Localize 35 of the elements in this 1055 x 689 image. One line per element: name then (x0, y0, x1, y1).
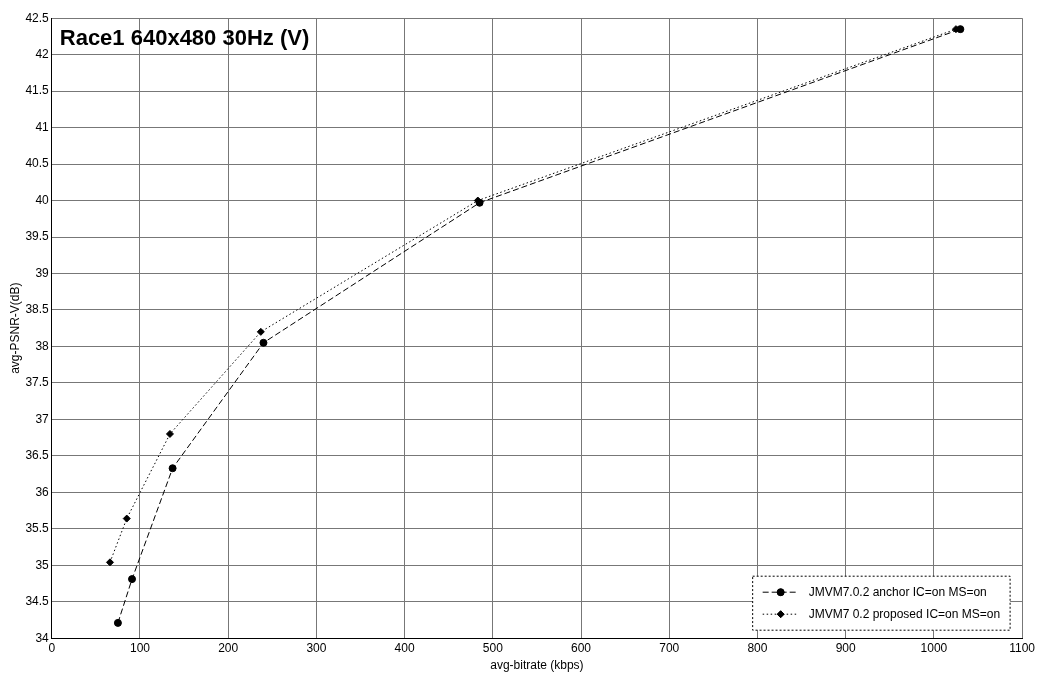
x-tick-label: 600 (571, 640, 592, 655)
y-axis-title: avg-PSNR-V(dB) (7, 282, 22, 374)
y-tick-label: 38 (35, 338, 50, 353)
y-tick-label: 34 (35, 630, 50, 645)
y-tick-label: 38.5 (25, 302, 50, 317)
y-tick-label: 42.5 (25, 10, 50, 25)
y-tick-label: 36.5 (25, 448, 50, 463)
y-tick-label: 42 (35, 46, 50, 61)
y-tick-label: 34.5 (25, 594, 50, 609)
x-tick-label: 800 (747, 640, 768, 655)
x-tick-label: 1100 (1009, 640, 1036, 655)
x-tick-label: 500 (482, 640, 504, 655)
y-tick-label: 37.5 (25, 375, 50, 390)
x-tick-label: 200 (218, 640, 239, 655)
y-tick-label: 40.5 (25, 156, 50, 171)
y-tick-label: 39.5 (25, 229, 50, 244)
x-tick-label: 300 (306, 640, 327, 655)
legend-label: JMVM7 0.2 proposed IC=on MS=on (808, 606, 1001, 621)
y-tick-label: 35.5 (25, 521, 50, 536)
y-tick-label: 35 (35, 557, 50, 572)
y-tick-label: 41.5 (25, 83, 50, 98)
x-tick-label: 900 (835, 640, 856, 655)
y-tick-label: 39 (35, 265, 50, 280)
x-tick-label: 0 (48, 640, 56, 655)
x-axis-title: avg-bitrate (kbps) (490, 658, 584, 673)
y-tick-label: 40 (35, 192, 50, 207)
y-tick-label: 36 (35, 484, 50, 499)
y-tick-label: 37 (35, 411, 50, 426)
x-tick-label: 100 (129, 640, 151, 655)
x-tick-label: 400 (394, 640, 415, 655)
chart-title: Race1 640x480 30Hz (V) (59, 25, 310, 51)
y-tick-label: 41 (35, 119, 50, 134)
legend-label: JMVM7.0.2 anchor IC=on MS=on (808, 584, 987, 599)
x-tick-label: 700 (659, 640, 680, 655)
x-tick-label: 1000 (920, 640, 948, 655)
